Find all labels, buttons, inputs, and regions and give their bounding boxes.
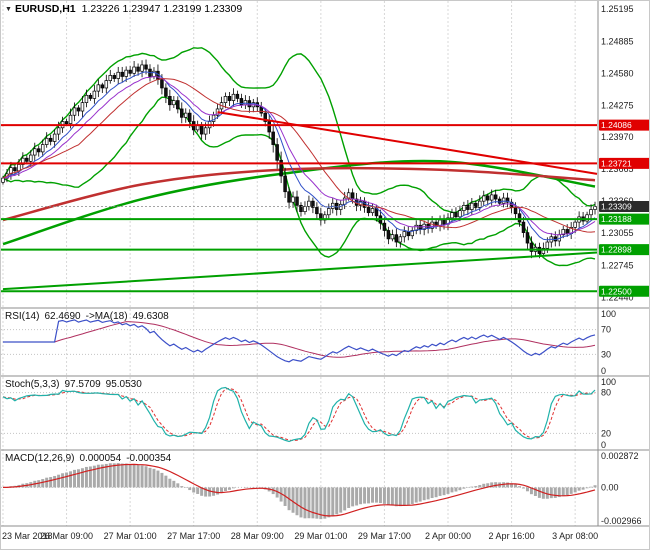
svg-text:2 Apr 00:00: 2 Apr 00:00 bbox=[425, 531, 471, 541]
horizontal-levels bbox=[1, 124, 597, 293]
price-tag: 1.23188 bbox=[599, 213, 649, 225]
svg-text:1.22898: 1.22898 bbox=[601, 245, 632, 255]
stochastic-panel bbox=[2, 386, 596, 443]
svg-text:1.22500: 1.22500 bbox=[601, 286, 632, 296]
price-tag: 1.22898 bbox=[599, 244, 649, 256]
svg-text:30: 30 bbox=[601, 349, 611, 359]
macd-panel bbox=[3, 463, 597, 520]
svg-text:100: 100 bbox=[601, 377, 616, 387]
svg-text:1.22745: 1.22745 bbox=[601, 261, 634, 271]
price-tag: 1.22500 bbox=[599, 285, 649, 297]
svg-text:2 Apr 16:00: 2 Apr 16:00 bbox=[489, 531, 535, 541]
svg-text:1.23309: 1.23309 bbox=[601, 202, 632, 212]
svg-text:1.24580: 1.24580 bbox=[601, 68, 634, 78]
svg-text:0: 0 bbox=[601, 440, 606, 450]
svg-text:1.24275: 1.24275 bbox=[601, 100, 634, 110]
svg-text:-0.002966: -0.002966 bbox=[601, 516, 642, 526]
svg-text:1.23970: 1.23970 bbox=[601, 132, 634, 142]
svg-text:26 Mar 09:00: 26 Mar 09:00 bbox=[40, 531, 93, 541]
svg-text:70: 70 bbox=[601, 325, 611, 335]
svg-text:3 Apr 08:00: 3 Apr 08:00 bbox=[552, 531, 598, 541]
svg-text:1.22440: 1.22440 bbox=[601, 293, 634, 303]
svg-text:1.23665: 1.23665 bbox=[601, 164, 634, 174]
svg-text:1.23721: 1.23721 bbox=[601, 158, 632, 168]
price-axis: 1.25195 1.24885 1.24580 1.24275 1.23970 1.236… bbox=[601, 4, 642, 526]
moving-averages bbox=[2, 71, 596, 241]
panel-separators bbox=[1, 1, 649, 527]
svg-text:100: 100 bbox=[601, 309, 616, 319]
svg-text:20: 20 bbox=[601, 428, 611, 438]
svg-text:1.23188: 1.23188 bbox=[601, 214, 632, 224]
svg-text:27 Mar 01:00: 27 Mar 01:00 bbox=[104, 531, 157, 541]
svg-text:0: 0 bbox=[601, 366, 606, 376]
grid-layer bbox=[1, 1, 597, 526]
svg-text:0.002872: 0.002872 bbox=[601, 451, 639, 461]
symbol-dropdown-icon[interactable]: ▼ bbox=[5, 6, 12, 13]
svg-text:1.24086: 1.24086 bbox=[601, 120, 632, 130]
price-tag: 1.24086 bbox=[599, 119, 649, 131]
svg-text:29 Mar 17:00: 29 Mar 17:00 bbox=[358, 531, 411, 541]
price-label-boxes: 1.24086 1.23721 1.23188 1.22898 1.22500 1.233… bbox=[599, 119, 649, 297]
bollinger-bands bbox=[2, 47, 596, 267]
svg-text:0.00: 0.00 bbox=[601, 482, 619, 492]
svg-text:1.23055: 1.23055 bbox=[601, 228, 634, 238]
svg-text:1.24885: 1.24885 bbox=[601, 36, 634, 46]
svg-text:27 Mar 17:00: 27 Mar 17:00 bbox=[167, 531, 220, 541]
price-tag: 1.23721 bbox=[599, 157, 649, 169]
rsi-panel bbox=[3, 319, 596, 363]
svg-text:1.25195: 1.25195 bbox=[601, 4, 634, 14]
price-tag: 1.23309 bbox=[599, 201, 649, 213]
svg-text:80: 80 bbox=[601, 388, 611, 398]
svg-text:23 Mar 2018: 23 Mar 2018 bbox=[2, 531, 53, 541]
svg-text:28 Mar 09:00: 28 Mar 09:00 bbox=[231, 531, 284, 541]
svg-text:29 Mar 01:00: 29 Mar 01:00 bbox=[294, 531, 347, 541]
